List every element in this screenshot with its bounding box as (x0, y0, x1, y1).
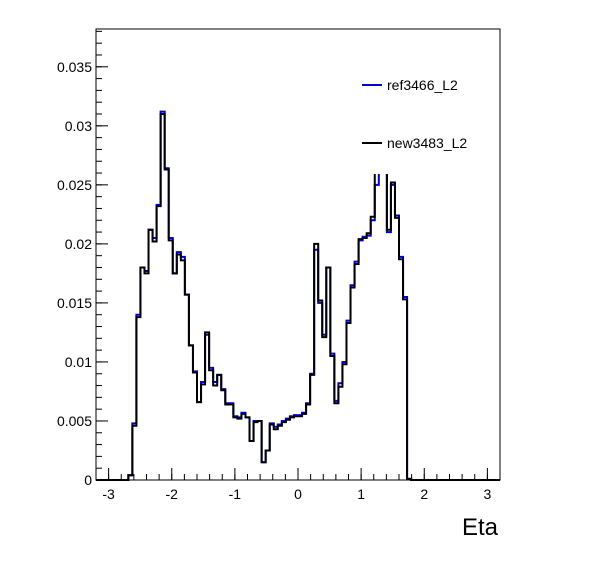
x-tick-label: -3 (102, 486, 115, 502)
legend: ref3466_L2 new3483_L2 (357, 62, 473, 174)
legend-box (357, 62, 473, 174)
x-tick-label: 1 (357, 486, 365, 502)
y-tick-label: 0.01 (65, 354, 92, 370)
x-tick-label: -1 (229, 486, 242, 502)
y-tick-label: 0.03 (65, 118, 92, 134)
y-tick-label: 0 (84, 472, 92, 488)
y-axis: 0 0.005 0.01 0.015 0.02 0.025 0.03 0.035 (57, 30, 108, 488)
x-axis: -3 -2 -1 0 1 2 3 (95, 468, 501, 502)
x-tick-label: 3 (483, 486, 491, 502)
legend-label-new: new3483_L2 (387, 135, 467, 151)
y-tick-label: 0.035 (57, 59, 92, 75)
series-line-new (96, 113, 500, 481)
x-axis-title: Eta (462, 514, 499, 541)
series-layer (96, 110, 500, 481)
y-tick-label: 0.02 (65, 236, 92, 252)
y-tick-label: 0.025 (57, 177, 92, 193)
y-tick-label: 0.015 (57, 295, 92, 311)
x-tick-label: 0 (294, 486, 302, 502)
y-tick-label: 0.005 (57, 413, 92, 429)
legend-label-ref: ref3466_L2 (387, 77, 458, 93)
x-tick-label: 2 (420, 486, 428, 502)
x-tick-label: -2 (166, 486, 179, 502)
